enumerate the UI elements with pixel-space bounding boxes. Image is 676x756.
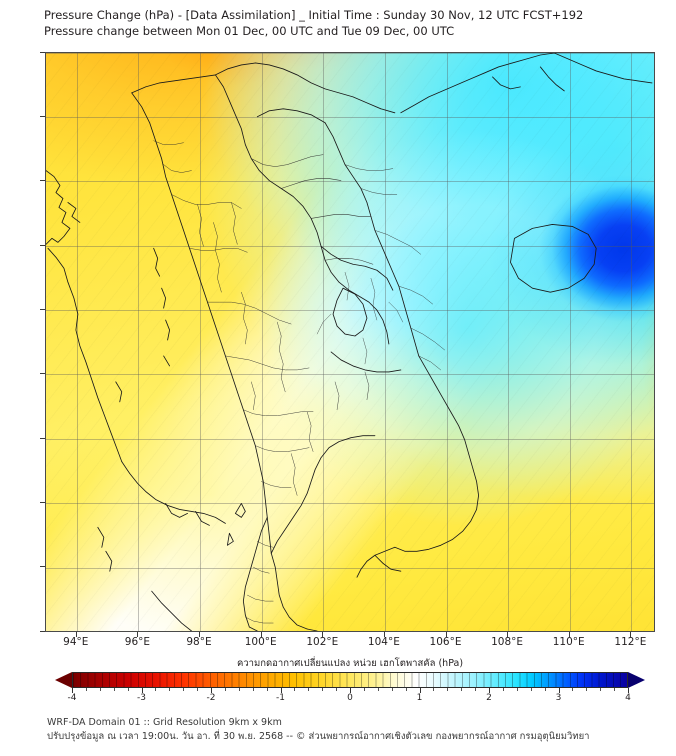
colorbar-minor-tick xyxy=(224,688,226,691)
colorbar-max-arrow xyxy=(628,672,645,688)
xtick-96: 96°E xyxy=(124,636,151,648)
colorbar-major-tick xyxy=(72,688,73,693)
colorbar-major-tick xyxy=(350,688,351,693)
colorbar-tick-label: 4 xyxy=(625,693,631,703)
colorbar-minor-tick xyxy=(391,688,393,691)
colorbar-minor-tick xyxy=(433,688,435,691)
pressure-change-heatmap xyxy=(46,53,654,631)
colorbar-major-tick xyxy=(280,688,282,693)
xtick-98: 98°E xyxy=(186,636,212,648)
colorbar-minor-tick xyxy=(294,688,296,691)
colorbar-minor-tick xyxy=(572,688,574,691)
xtick-100: 100°E xyxy=(244,636,277,648)
colorbar: ความกดอากาศเปลี่ยนแปลง หน่วย เฮกโตพาสคัล… xyxy=(45,658,655,704)
title-line-1: Pressure Change (hPa) - [Data Assimilati… xyxy=(44,8,584,22)
colorbar-label: ความกดอากาศเปลี่ยนแปลง หน่วย เฮกโตพาสคัล… xyxy=(236,658,464,669)
colorbar-minor-tick xyxy=(614,688,616,691)
colorbar-minor-tick xyxy=(475,688,477,691)
map-plot-area xyxy=(45,52,655,632)
footer-block: WRF-DA Domain 01 :: Grid Resolution 9km … xyxy=(47,716,667,744)
colorbar-minor-tick xyxy=(113,688,115,691)
colorbar-tick-label: 3 xyxy=(555,693,562,703)
footer-line-2: ปรับปรุงข้อมูล ณ เวลา 19:00น. วัน อา. ที… xyxy=(47,731,590,742)
colorbar-minor-tick xyxy=(502,688,504,691)
footer-line-1: WRF-DA Domain 01 :: Grid Resolution 9km … xyxy=(47,717,282,728)
xtick-104: 104°E xyxy=(367,636,400,648)
colorbar-minor-tick xyxy=(238,688,240,691)
xtick-106: 106°E xyxy=(429,636,462,648)
colorbar-minor-tick xyxy=(169,688,171,691)
colorbar-tick-label: -3 xyxy=(137,693,146,703)
colorbar-major-tick xyxy=(489,688,490,693)
colorbar-ticks: -4 -3 -2 -1 0 1 2 3 4 xyxy=(45,688,655,704)
colorbar-gradient xyxy=(72,672,628,688)
colorbar-minor-tick xyxy=(85,688,87,691)
colorbar-minor-tick xyxy=(322,688,324,691)
chart-title-block: Pressure Change (hPa) - [Data Assimilati… xyxy=(44,8,664,39)
colorbar-tick-label: -2 xyxy=(206,693,216,703)
colorbar-minor-tick xyxy=(405,688,407,691)
colorbar-minor-tick xyxy=(600,688,602,691)
colorbar-min-arrow xyxy=(55,672,72,688)
colorbar-minor-tick xyxy=(377,688,379,691)
colorbar-minor-tick xyxy=(586,688,588,691)
xtick-102: 102°E xyxy=(306,636,339,648)
colorbar-tick-label: -1 xyxy=(276,693,285,703)
colorbar-minor-tick xyxy=(336,688,338,691)
colorbar-tick-label: 2 xyxy=(486,693,492,703)
colorbar-major-tick xyxy=(628,688,629,693)
colorbar-minor-tick xyxy=(461,688,463,691)
colorbar-minor-tick xyxy=(363,688,365,691)
title-line-2: Pressure change between Mon 01 Dec, 00 U… xyxy=(44,23,455,38)
colorbar-minor-tick xyxy=(447,688,449,691)
colorbar-major-tick xyxy=(141,688,143,693)
colorbar-minor-tick xyxy=(197,688,199,691)
xtick-108: 108°E xyxy=(491,636,524,648)
colorbar-tick-label: 0 xyxy=(347,693,353,703)
xtick-94: 94°E xyxy=(63,636,89,648)
colorbar-minor-tick xyxy=(544,688,546,691)
xtick-112: 112°E xyxy=(614,636,647,648)
colorbar-major-tick xyxy=(419,688,421,693)
colorbar-minor-tick xyxy=(99,688,101,691)
colorbar-minor-tick xyxy=(530,688,532,691)
colorbar-major-tick xyxy=(558,688,560,693)
coastline-and-border-overlay xyxy=(46,53,653,631)
colorbar-minor-tick xyxy=(252,688,254,691)
colorbar-tick-label: 1 xyxy=(416,693,423,703)
colorbar-minor-tick xyxy=(155,688,157,691)
colorbar-minor-tick xyxy=(308,688,310,691)
colorbar-minor-tick xyxy=(183,688,185,691)
colorbar-minor-tick xyxy=(127,688,129,691)
colorbar-tick-label: -4 xyxy=(67,693,77,703)
colorbar-minor-tick xyxy=(266,688,268,691)
colorbar-major-tick xyxy=(211,688,212,693)
colorbar-minor-tick xyxy=(516,688,518,691)
xtick-110: 110°E xyxy=(552,636,585,648)
